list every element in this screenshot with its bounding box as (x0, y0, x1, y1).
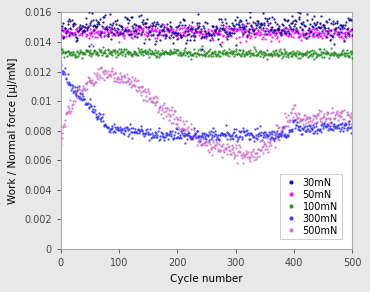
500mN (59, 143, 63, 147)
50mN (299, 39, 303, 42)
100mN (199, 44, 204, 48)
300mN (298, 125, 303, 128)
30mN (218, 42, 222, 46)
100mN (344, 53, 349, 57)
Legend: 30mN, 50mN, 100mN, 300mN, 500mN: 30mN, 50mN, 100mN, 300mN, 500mN (280, 174, 342, 239)
Line: 500mN: 500mN (60, 66, 353, 164)
30mN (299, 21, 303, 24)
30mN (350, 33, 354, 36)
500mN (235, 162, 239, 165)
30mN (59, 8, 63, 11)
30mN (233, 43, 238, 46)
30mN (122, 5, 127, 9)
500mN (344, 110, 349, 114)
100mN (233, 53, 237, 56)
Line: 30mN: 30mN (60, 6, 353, 50)
50mN (199, 34, 204, 38)
30mN (344, 27, 349, 30)
300mN (217, 138, 222, 141)
50mN (344, 30, 349, 34)
300mN (198, 139, 202, 142)
Line: 300mN: 300mN (60, 64, 353, 144)
300mN (233, 134, 237, 138)
30mN (198, 30, 202, 34)
300mN (59, 63, 63, 67)
500mN (199, 143, 204, 147)
50mN (89, 42, 93, 46)
Y-axis label: Work / Normal force [μJ/mN]: Work / Normal force [μJ/mN] (9, 58, 18, 204)
100mN (312, 58, 317, 61)
500mN (217, 149, 222, 152)
100mN (198, 48, 202, 51)
Line: 50mN: 50mN (60, 22, 353, 45)
100mN (350, 56, 354, 60)
Line: 100mN: 100mN (60, 45, 353, 60)
50mN (59, 33, 63, 36)
50mN (266, 21, 270, 25)
50mN (233, 26, 237, 30)
50mN (217, 29, 222, 33)
100mN (298, 57, 303, 60)
300mN (183, 141, 187, 145)
500mN (99, 65, 104, 69)
50mN (198, 31, 202, 34)
100mN (217, 54, 222, 58)
30mN (200, 47, 205, 51)
50mN (350, 34, 354, 38)
X-axis label: Cycle number: Cycle number (170, 274, 243, 284)
500mN (350, 118, 354, 121)
300mN (199, 131, 204, 135)
500mN (233, 154, 237, 157)
100mN (59, 47, 63, 51)
500mN (299, 118, 303, 122)
300mN (344, 122, 348, 126)
100mN (90, 44, 95, 48)
500mN (198, 138, 202, 141)
300mN (350, 126, 354, 129)
30mN (199, 36, 204, 39)
